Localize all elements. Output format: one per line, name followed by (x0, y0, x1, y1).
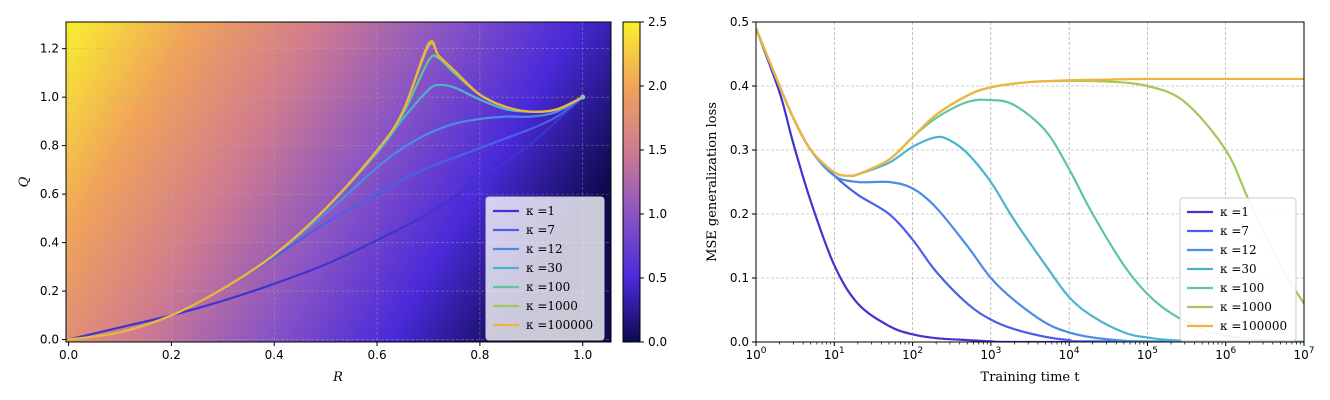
legend-entry-label: κ =7 (1220, 224, 1249, 238)
colorbar-ticks: 0.0 0.5 1.0 1.5 2.0 2.5 (640, 15, 667, 349)
left-x-axis-label: R (332, 370, 343, 385)
colorbar-tick-label: 0.5 (648, 271, 667, 285)
left-y-tick-label: 0.4 (40, 236, 59, 250)
right-x-ticks: 100 101 102 103 104 105 106 107 (745, 342, 1315, 362)
left-y-tick-label: 1.0 (40, 90, 59, 104)
left-y-tick-label: 0.6 (40, 187, 59, 201)
left-x-tick-label: 0.4 (265, 348, 284, 362)
left-series-line-6 (68, 40, 584, 341)
right-y-axis-label: MSE generalization loss (705, 102, 720, 262)
right-y-tick-label: 0.1 (730, 271, 749, 285)
right-x-tick-label: 102 (902, 346, 923, 362)
right-chart: 100 101 102 103 104 105 106 107 0.00.10.20.30.4… (705, 15, 1315, 385)
left-chart: 0.0 0.2 0.4 0.6 0.8 1.0 0.0 0.2 0.4 0.6 0.8 1.0 1.2… (17, 21, 612, 385)
left-x-ticks: 0.0 0.2 0.4 0.6 0.8 1.0 (59, 342, 592, 362)
right-x-tick-label: 106 (1215, 346, 1236, 362)
legend-entry-label: κ =1000 (526, 299, 578, 313)
colorbar-tick-label: 2.0 (648, 79, 667, 93)
right-plot-frame (755, 21, 1305, 343)
left-plot-frame (65, 21, 612, 343)
left-legend: κ =1 κ =7 κ =12 κ =30 κ =100 κ =1000 κ =100000 (485, 196, 605, 341)
right-x-tick-label: 105 (1137, 346, 1158, 362)
left-grid (66, 22, 611, 342)
legend-entry-label: κ =1 (1220, 205, 1249, 219)
left-y-tick-label: 0.8 (40, 139, 59, 153)
right-x-axis-label: Training time t (981, 370, 1081, 385)
right-y-tick-label: 0.4 (730, 79, 749, 93)
left-x-tick-label: 1.0 (573, 348, 592, 362)
left-y-tick-label: 0.2 (40, 284, 59, 298)
right-y-tick-label: 0.3 (730, 143, 749, 157)
legend-entry-label: κ =100000 (526, 318, 593, 332)
legend-entry-label: κ =100 (1220, 281, 1264, 295)
legend-entry-label: κ =100 (526, 280, 570, 294)
legend-entry-label: κ =1 (526, 204, 555, 218)
left-x-tick-label: 0.6 (368, 348, 387, 362)
left-y-tick-label: 0.0 (40, 333, 59, 347)
left-series-line-0 (68, 96, 584, 341)
legend-entry-label: κ =100000 (1220, 319, 1287, 333)
left-x-tick-label: 0.8 (470, 348, 489, 362)
left-x-tick-label: 0.2 (162, 348, 181, 362)
right-x-tick-label: 101 (824, 346, 845, 362)
colorbar-tick-label: 1.5 (648, 143, 667, 157)
legend-entry-label: κ =30 (526, 261, 563, 275)
left-series-lines (68, 40, 586, 341)
left-y-axis-label: Q (17, 176, 32, 187)
right-y-tick-label: 0.0 (730, 335, 749, 349)
left-y-tick-label: 1.2 (40, 42, 59, 56)
right-y-ticks: 0.0 0.1 0.2 0.3 0.4 0.5 (730, 15, 756, 349)
right-series-line-6 (756, 27, 1304, 178)
legend-box (485, 196, 605, 341)
left-x-tick-label: 0.0 (59, 348, 78, 362)
right-x-tick-label: 104 (1059, 346, 1080, 362)
colorbar-tick-label: 0.0 (648, 335, 667, 349)
left-y-ticks: 0.0 0.2 0.4 0.6 0.8 1.0 1.2 (40, 42, 66, 347)
legend-box (1179, 197, 1297, 342)
right-x-tick-label: 103 (980, 346, 1001, 362)
left-endpoint-marker (580, 94, 586, 100)
legend-entry-label: κ =7 (526, 223, 555, 237)
legend-entry-label: κ =30 (1220, 262, 1257, 276)
colorbar: 0.0 0.5 1.0 1.5 2.0 2.5 (622, 15, 667, 349)
right-x-tick-label: 107 (1293, 346, 1314, 362)
colorbar-gradient (622, 21, 641, 343)
colorbar-tick-label: 2.5 (648, 15, 667, 29)
legend-entry-label: κ =1000 (1220, 300, 1272, 314)
colorbar-tick-label: 1.0 (648, 207, 667, 221)
right-legend: κ =1 κ =7 κ =12 κ =30 κ =100 κ =1000 κ =100000 (1179, 197, 1297, 342)
legend-entry-label: κ =12 (526, 242, 563, 256)
legend-entry-label: κ =12 (1220, 243, 1257, 257)
right-y-tick-label: 0.5 (730, 15, 749, 29)
right-y-tick-label: 0.2 (730, 207, 749, 221)
